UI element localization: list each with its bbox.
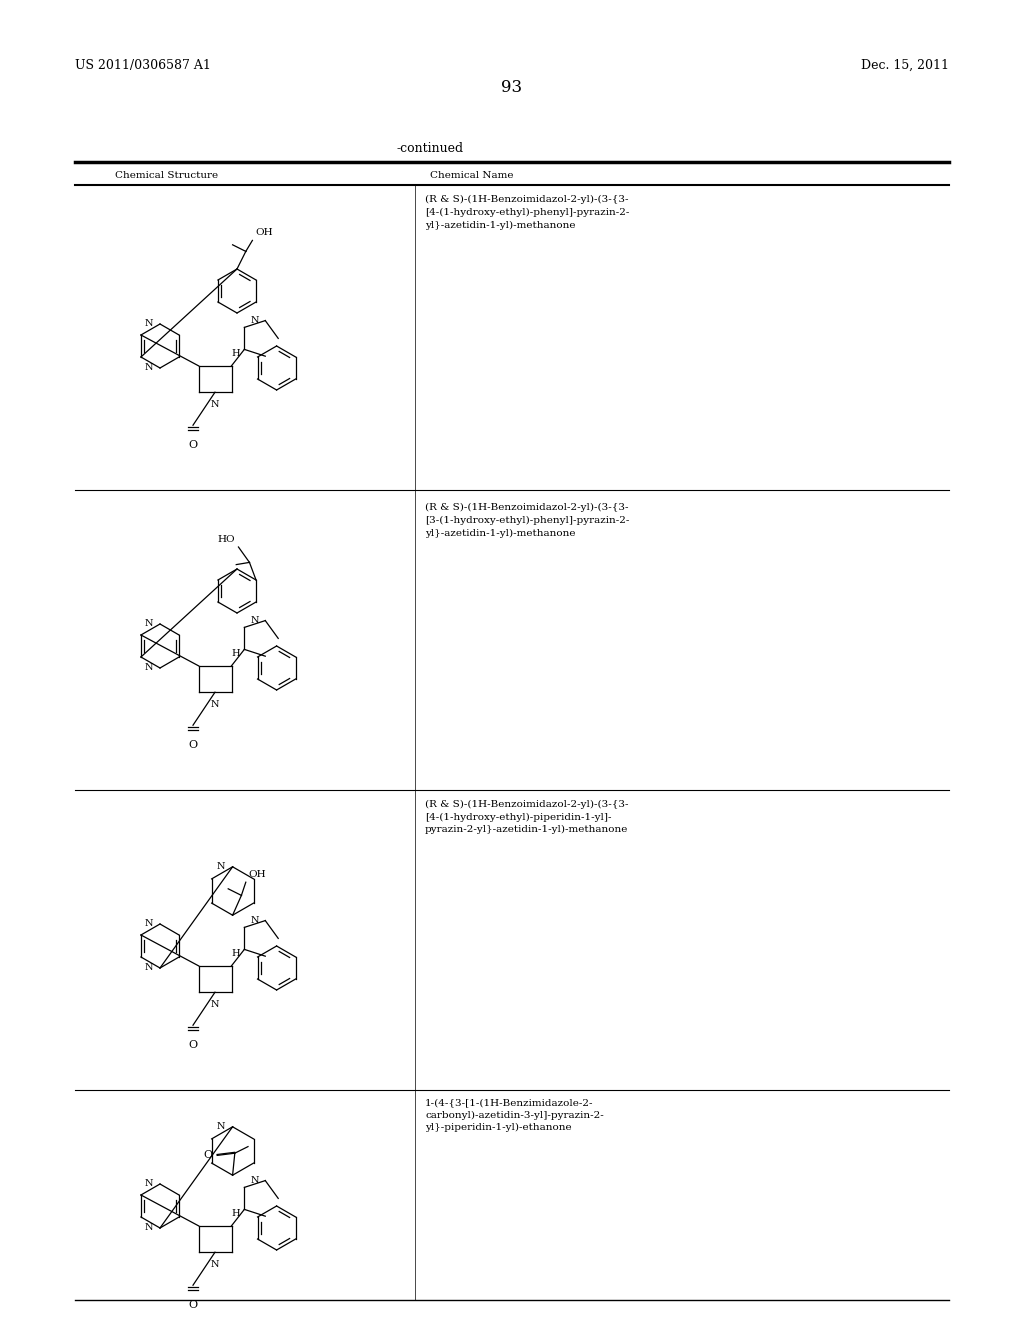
Text: Chemical Name: Chemical Name [430, 170, 513, 180]
Text: Dec. 15, 2011: Dec. 15, 2011 [861, 58, 949, 71]
Text: N: N [144, 664, 153, 672]
Text: H: H [231, 649, 241, 657]
Text: N: N [144, 363, 153, 372]
Text: N: N [144, 1224, 153, 1233]
Text: (R & S)-(1H-Benzoimidazol-2-yl)-(3-{3-
[4-(1-hydroxy-ethyl)-phenyl]-pyrazin-2-
y: (R & S)-(1H-Benzoimidazol-2-yl)-(3-{3- [… [425, 195, 630, 230]
Text: (R & S)-(1H-Benzoimidazol-2-yl)-(3-{3-
[4-(1-hydroxy-ethyl)-piperidin-1-yl]-
pyr: (R & S)-(1H-Benzoimidazol-2-yl)-(3-{3- [… [425, 800, 629, 834]
Text: 1-(4-{3-[1-(1H-Benzimidazole-2-
carbonyl)-azetidin-3-yl]-pyrazin-2-
yl}-piperidi: 1-(4-{3-[1-(1H-Benzimidazole-2- carbonyl… [425, 1098, 604, 1133]
Text: N: N [251, 916, 259, 925]
Text: O: O [188, 1300, 198, 1309]
Text: N: N [251, 315, 259, 325]
Text: N: N [216, 1122, 224, 1131]
Text: N: N [211, 1001, 219, 1010]
Text: H: H [231, 348, 241, 358]
Text: OH: OH [255, 228, 273, 238]
Text: N: N [144, 619, 153, 628]
Text: O: O [188, 739, 198, 750]
Text: N: N [144, 920, 153, 928]
Text: O: O [188, 1040, 198, 1049]
Text: Chemical Structure: Chemical Structure [115, 170, 218, 180]
Text: N: N [211, 700, 219, 709]
Text: N: N [216, 862, 224, 871]
Text: HO: HO [218, 535, 236, 544]
Text: N: N [251, 1176, 259, 1185]
Text: N: N [211, 1261, 219, 1270]
Text: N: N [144, 319, 153, 329]
Text: N: N [211, 400, 219, 409]
Text: -continued: -continued [396, 141, 464, 154]
Text: N: N [144, 964, 153, 973]
Text: US 2011/0306587 A1: US 2011/0306587 A1 [75, 58, 211, 71]
Text: N: N [251, 616, 259, 626]
Text: OH: OH [249, 870, 266, 879]
Text: H: H [231, 949, 241, 958]
Text: N: N [144, 1180, 153, 1188]
Text: H: H [231, 1209, 241, 1218]
Text: O: O [203, 1151, 212, 1160]
Text: (R & S)-(1H-Benzoimidazol-2-yl)-(3-{3-
[3-(1-hydroxy-ethyl)-phenyl]-pyrazin-2-
y: (R & S)-(1H-Benzoimidazol-2-yl)-(3-{3- [… [425, 503, 630, 537]
Text: 93: 93 [502, 79, 522, 96]
Text: O: O [188, 440, 198, 450]
